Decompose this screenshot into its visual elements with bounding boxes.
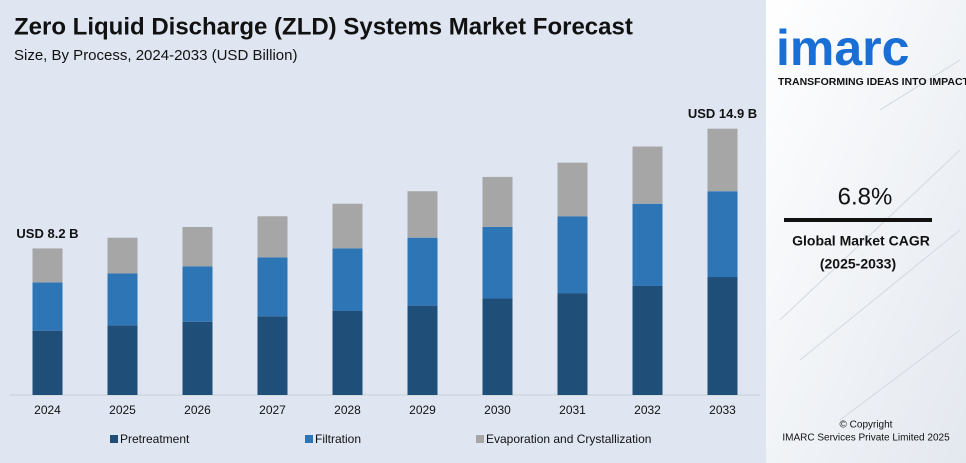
bar-segment: [257, 257, 288, 317]
annotation: USD 8.2 B: [16, 226, 78, 241]
bar-segment: [482, 298, 513, 395]
cagr-label: Global Market CAGR: [792, 233, 930, 249]
panel-decoration: [779, 59, 961, 421]
x-tick-label: 2029: [409, 403, 436, 417]
bar-segment: [707, 277, 738, 395]
chart-title: Zero Liquid Discharge (ZLD) Systems Mark…: [14, 13, 633, 40]
bar-segment: [632, 285, 663, 395]
bar-segment: [557, 162, 588, 217]
x-tick-label: 2030: [484, 403, 511, 417]
bar-segment: [182, 226, 213, 267]
bar-segment: [257, 216, 288, 258]
x-tick-label: 2031: [559, 403, 586, 417]
bar-segment: [482, 226, 513, 299]
logo: imarc: [776, 20, 909, 76]
bar-segment: [32, 248, 63, 283]
x-tick-label: 2033: [709, 403, 736, 417]
bar-segment: [407, 305, 438, 395]
bar-segment: [707, 128, 738, 192]
legend-label: Filtration: [315, 432, 361, 446]
x-tick-label: 2024: [34, 403, 61, 417]
bar-segment: [332, 203, 363, 249]
bar-segment: [332, 310, 363, 395]
bar-segment: [32, 282, 63, 331]
cagr-value: 6.8%: [838, 183, 893, 210]
bar-segment: [182, 321, 213, 395]
x-tick-label: 2027: [259, 403, 286, 417]
bar-segment: [332, 248, 363, 311]
bar-segment: [107, 325, 138, 395]
bar-segment: [632, 146, 663, 204]
cagr-period: (2025-2033): [820, 256, 896, 272]
bar-segment: [557, 216, 588, 294]
company: IMARC Services Private Limited 2025: [782, 433, 950, 444]
annotation: USD 14.9 B: [688, 106, 757, 121]
bar-segment: [107, 273, 138, 326]
bar-segment: [707, 191, 738, 278]
copyright: © Copyright: [840, 420, 893, 431]
tagline: TRANSFORMING IDEAS INTO IMPACT: [778, 76, 966, 88]
x-tick-label: 2026: [184, 403, 211, 417]
legend-swatch: [305, 435, 313, 443]
bar-segment: [32, 330, 63, 395]
x-tick-label: 2028: [334, 403, 361, 417]
bar-segment: [482, 176, 513, 227]
bar-segment: [182, 266, 213, 322]
bar-segment: [407, 237, 438, 306]
bar-segment: [257, 316, 288, 395]
legend-swatch: [476, 435, 484, 443]
bar-segment: [632, 203, 663, 286]
legend-label: Evaporation and Crystallization: [486, 432, 651, 446]
x-tick-label: 2025: [109, 403, 136, 417]
x-tick-label: 2032: [634, 403, 661, 417]
legend-swatch: [110, 435, 118, 443]
legend-label: Pretreatment: [120, 432, 190, 446]
bar-segment: [407, 191, 438, 238]
bar-segment: [107, 237, 138, 274]
bar-segment: [557, 293, 588, 395]
chart-subtitle: Size, By Process, 2024-2033 (USD Billion…: [14, 47, 297, 64]
